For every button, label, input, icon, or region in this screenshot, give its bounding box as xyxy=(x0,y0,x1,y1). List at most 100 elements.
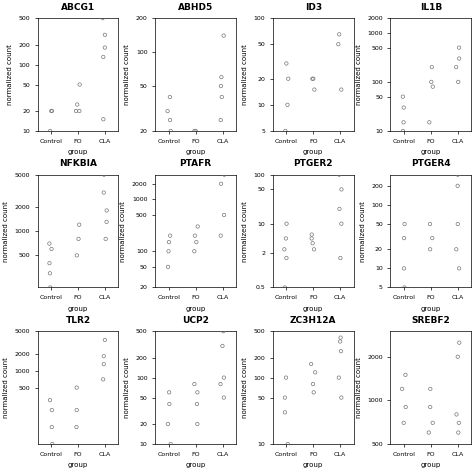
Point xyxy=(217,116,225,124)
Point xyxy=(164,247,172,255)
Y-axis label: normalized count: normalized count xyxy=(360,201,365,261)
Point xyxy=(101,44,109,51)
Point xyxy=(220,171,228,179)
Point xyxy=(402,403,410,411)
Point xyxy=(336,171,343,179)
Point xyxy=(73,252,81,259)
Point xyxy=(454,182,461,190)
Point xyxy=(308,231,316,238)
Point xyxy=(454,171,462,179)
Point xyxy=(398,385,406,393)
Title: UCP2: UCP2 xyxy=(182,316,209,325)
Point xyxy=(73,423,80,431)
Y-axis label: normalized count: normalized count xyxy=(7,44,13,105)
X-axis label: group: group xyxy=(68,149,88,155)
Point xyxy=(46,127,54,135)
Point xyxy=(220,394,228,401)
Point xyxy=(428,78,435,86)
Point xyxy=(103,218,110,226)
Point xyxy=(48,107,56,115)
Point xyxy=(455,78,462,86)
X-axis label: group: group xyxy=(185,306,206,312)
Point xyxy=(100,115,107,123)
Point xyxy=(310,75,317,82)
Point xyxy=(401,235,408,242)
Point xyxy=(165,389,173,396)
Point xyxy=(456,265,463,272)
Point xyxy=(192,141,200,149)
Y-axis label: normalized count: normalized count xyxy=(356,357,362,418)
X-axis label: group: group xyxy=(185,149,206,155)
Point xyxy=(100,375,107,383)
Point xyxy=(455,419,463,427)
Point xyxy=(336,31,343,38)
Point xyxy=(217,232,225,239)
Point xyxy=(192,238,200,246)
Y-axis label: normalized count: normalized count xyxy=(124,357,130,418)
X-axis label: group: group xyxy=(421,149,441,155)
Point xyxy=(310,86,318,93)
Point xyxy=(310,245,318,253)
Point xyxy=(307,360,315,368)
Point xyxy=(102,235,109,243)
Point xyxy=(46,240,53,247)
X-axis label: group: group xyxy=(68,306,88,312)
Point xyxy=(337,220,345,227)
Point xyxy=(218,73,225,81)
Point xyxy=(48,423,55,431)
Title: TLR2: TLR2 xyxy=(65,316,91,325)
Point xyxy=(309,380,317,388)
Title: ZC3H12A: ZC3H12A xyxy=(290,316,337,325)
Y-axis label: normalized count: normalized count xyxy=(3,357,9,418)
Point xyxy=(427,385,434,393)
Point xyxy=(191,127,198,135)
Point xyxy=(164,263,172,271)
Point xyxy=(456,339,463,347)
Point xyxy=(454,9,462,17)
Point xyxy=(217,82,225,90)
Point xyxy=(426,119,433,126)
Point xyxy=(400,104,408,111)
Point xyxy=(335,374,343,382)
Point xyxy=(190,141,198,149)
Y-axis label: normalized count: normalized count xyxy=(3,201,9,261)
Point xyxy=(166,93,173,101)
Point xyxy=(282,235,290,242)
Point xyxy=(283,254,290,262)
Y-axis label: normalized count: normalized count xyxy=(120,201,127,261)
Point xyxy=(218,93,226,101)
Point xyxy=(46,284,54,291)
Title: ABHD5: ABHD5 xyxy=(178,3,213,12)
Point xyxy=(100,189,108,196)
Point xyxy=(164,420,172,428)
Point xyxy=(309,75,316,82)
Point xyxy=(48,406,55,414)
Point xyxy=(191,247,198,255)
Point xyxy=(100,53,107,61)
Point xyxy=(454,353,462,360)
Point xyxy=(282,374,290,382)
Title: IL1B: IL1B xyxy=(420,3,442,12)
Title: ABCG1: ABCG1 xyxy=(61,3,95,12)
Point xyxy=(193,420,201,428)
Point xyxy=(337,348,345,355)
Point xyxy=(99,14,107,22)
Point xyxy=(399,93,407,100)
Point xyxy=(193,400,201,408)
Point xyxy=(454,220,462,228)
Point xyxy=(75,235,82,243)
Point xyxy=(426,245,434,253)
X-axis label: group: group xyxy=(303,306,323,312)
Point xyxy=(75,221,83,228)
Point xyxy=(46,269,54,277)
Point xyxy=(100,352,108,360)
X-axis label: group: group xyxy=(421,306,441,312)
Point xyxy=(219,327,227,335)
Title: SREBF2: SREBF2 xyxy=(411,316,450,325)
Point xyxy=(191,232,199,239)
Title: PTGER4: PTGER4 xyxy=(411,159,451,168)
X-axis label: group: group xyxy=(185,462,206,468)
Point xyxy=(217,180,225,187)
Point xyxy=(338,4,346,12)
Point xyxy=(453,245,460,253)
